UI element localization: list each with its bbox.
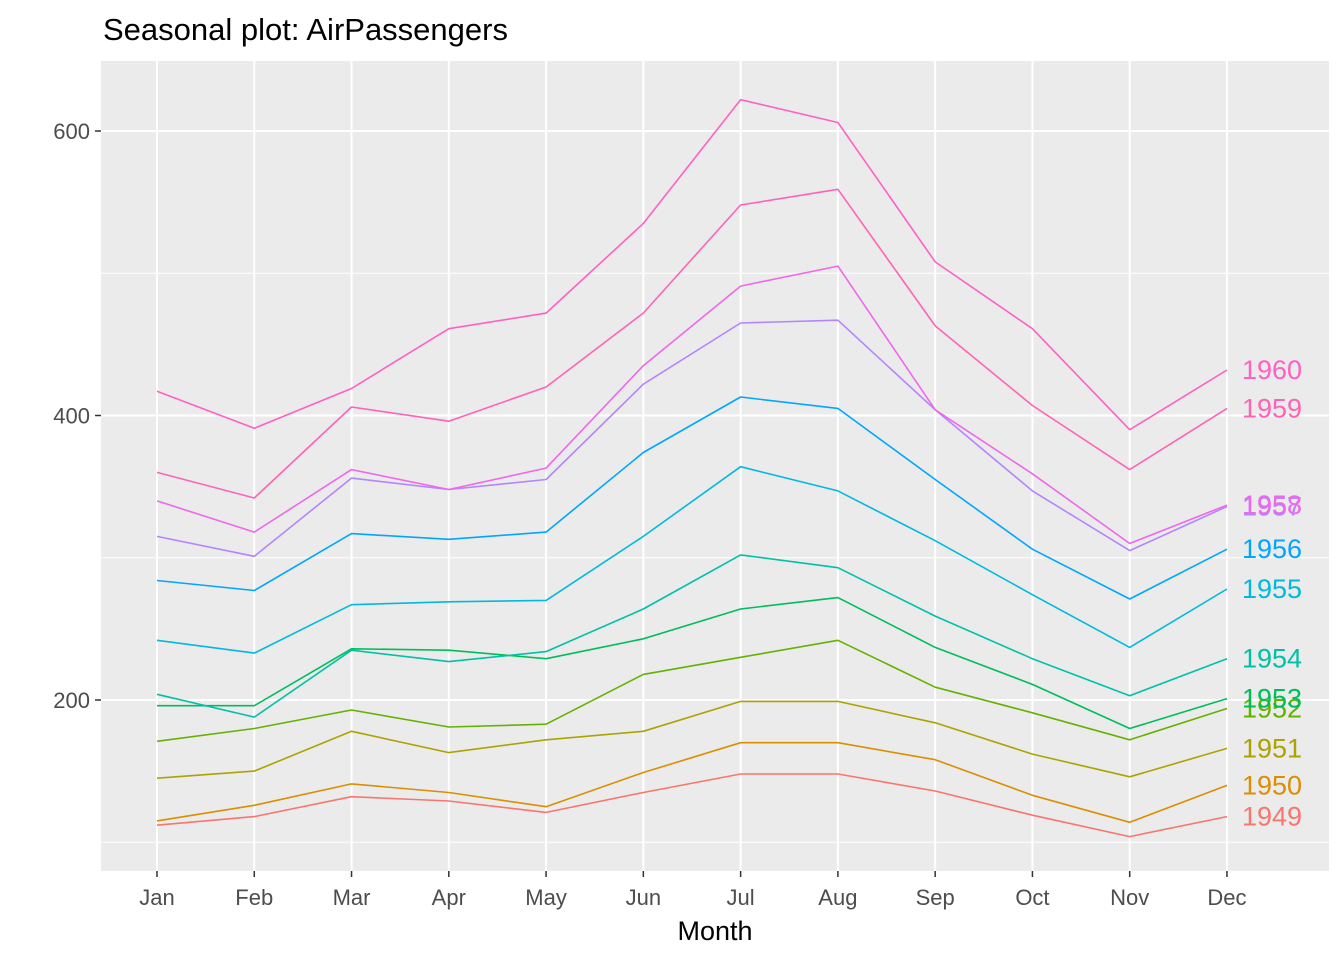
y-tick-label: 600 (53, 119, 90, 144)
series-label-1959: 1959 (1242, 393, 1302, 423)
series-line-1956 (156, 396, 1228, 600)
x-tick-label: Mar (333, 885, 371, 910)
x-tick-label: May (525, 885, 567, 910)
x-tick-label: Jun (626, 885, 661, 910)
series-lines (156, 98, 1228, 838)
x-tick-label: Aug (818, 885, 857, 910)
series-label-1957: 1957 (1242, 492, 1302, 522)
series-line-1954 (156, 554, 1228, 718)
y-tick-label: 200 (53, 688, 90, 713)
series-label-1951: 1951 (1242, 733, 1302, 763)
x-tick-label: Feb (235, 885, 273, 910)
y-axis: 200 400 600 (53, 119, 101, 713)
series-label-1953: 1953 (1242, 684, 1302, 714)
x-tick-label: Apr (432, 885, 466, 910)
chart-title: Seasonal plot: AirPassengers (103, 12, 508, 47)
series-line-1950 (156, 741, 1228, 824)
series-label-1954: 1954 (1242, 644, 1302, 674)
series-line-1959 (156, 188, 1228, 499)
minor-gridlines (101, 272, 1329, 843)
x-tick-label: Jan (139, 885, 174, 910)
plot-panel (101, 61, 1329, 871)
series-line-1952 (156, 639, 1228, 743)
series-label-1960: 1960 (1242, 355, 1302, 385)
series-label-1955: 1955 (1242, 574, 1302, 604)
series-line-1957 (156, 319, 1228, 558)
x-tick-label: Dec (1207, 885, 1246, 910)
series-line-1960 (156, 98, 1228, 431)
series-line-1951 (156, 700, 1228, 779)
series-label-1958: 1958 (1242, 490, 1302, 520)
series-label-1949: 1949 (1242, 802, 1302, 832)
series-line-1953 (157, 596, 1228, 730)
x-tick-label: Jul (727, 885, 755, 910)
x-axis-title: Month (677, 916, 752, 946)
x-axis: Jan Feb Mar Apr May Jun Jul Aug Sep Oct Nov Dec (139, 871, 1247, 910)
y-tick-label: 400 (53, 404, 90, 429)
series-label-1952: 1952 (1242, 694, 1302, 724)
series-label-1956: 1956 (1242, 534, 1302, 564)
series-label-1950: 1950 (1242, 770, 1302, 800)
series-line-1958 (156, 265, 1228, 545)
series-line-1949 (156, 773, 1228, 838)
x-tick-label: Oct (1015, 885, 1049, 910)
series-line-1955 (156, 465, 1228, 654)
x-tick-label: Sep (916, 885, 955, 910)
major-gridlines (101, 61, 1329, 871)
x-tick-label: Nov (1110, 885, 1149, 910)
